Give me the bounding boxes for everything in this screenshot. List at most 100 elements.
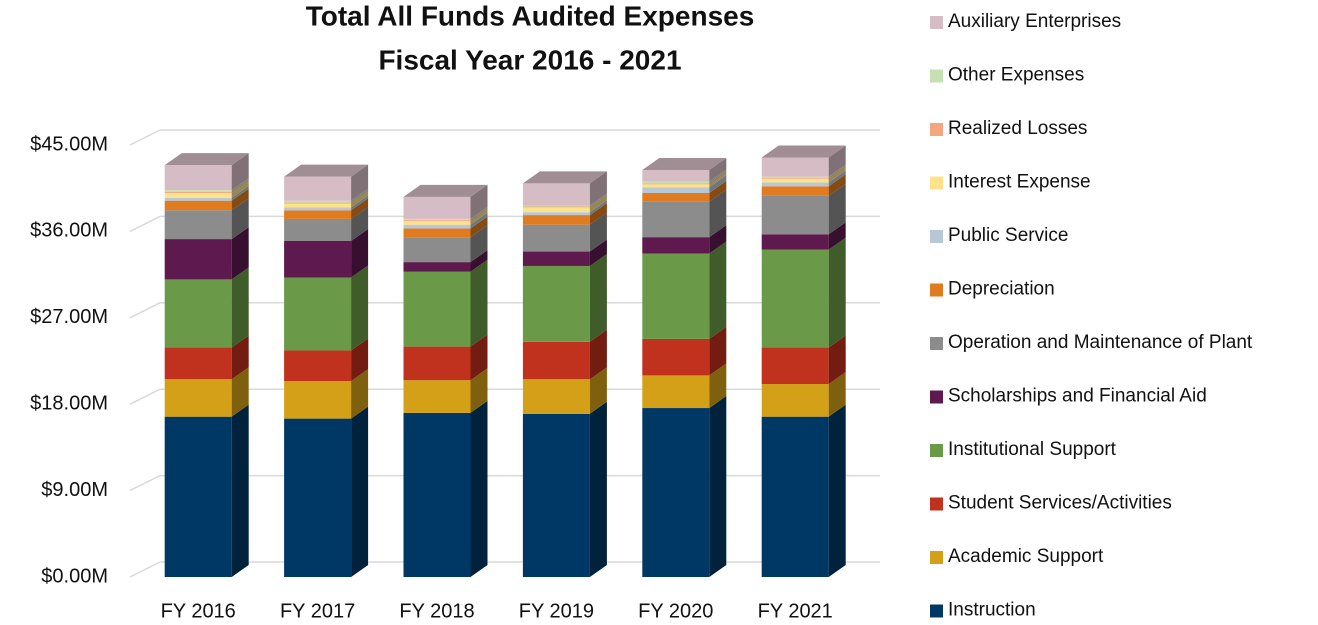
- legend-label: Depreciation: [948, 279, 1055, 300]
- bar-segment: [642, 183, 710, 185]
- legend-label: Academic Support: [948, 546, 1104, 567]
- bar-segment: [403, 271, 471, 347]
- bar-segment: [522, 341, 590, 380]
- bar-side: [709, 181, 727, 202]
- legend-swatch: [930, 390, 943, 404]
- y-tick-label: $45.00M: [30, 133, 108, 155]
- bar-segment: [403, 380, 471, 413]
- bar-side: [351, 406, 369, 577]
- bar-segment: [403, 412, 471, 577]
- x-tick-label: FY 2018: [399, 600, 474, 622]
- legend-swatch: [930, 176, 943, 190]
- legend-label: Student Services/Activities: [948, 493, 1172, 514]
- legend-label: Realized Losses: [948, 118, 1087, 139]
- bar-side: [351, 369, 369, 419]
- bar-segment: [761, 416, 829, 577]
- bar-segment: [403, 196, 471, 219]
- bar-side: [351, 198, 369, 219]
- bar-side: [231, 180, 249, 193]
- bar-segment: [284, 203, 352, 208]
- bar-side: [351, 338, 369, 382]
- bar-side: [589, 401, 607, 577]
- bar-side: [351, 206, 369, 241]
- bar-segment: [284, 207, 352, 211]
- bar-side: [828, 170, 846, 187]
- bar-segment: [403, 237, 471, 263]
- bar-segment: [642, 201, 710, 238]
- bar-side: [828, 335, 846, 385]
- legend-swatch: [930, 497, 943, 511]
- bar-segment: [761, 157, 829, 177]
- legend-label: Public Service: [948, 225, 1068, 246]
- bar-side: [231, 181, 249, 198]
- y-tick-label: $18.00M: [30, 392, 108, 414]
- legend-label: Other Expenses: [948, 65, 1084, 86]
- legend-swatch: [930, 551, 943, 564]
- bar-segment: [164, 416, 232, 577]
- bar-segment: [403, 218, 471, 220]
- bar-segment: [761, 195, 829, 235]
- bar-side: [828, 237, 846, 348]
- bar-segment: [164, 279, 232, 348]
- legend-label: Institutional Support: [948, 439, 1117, 460]
- bar-side: [709, 175, 727, 193]
- bar-side: [470, 206, 488, 220]
- legend-label: Operation and Maintenance of Plant: [948, 332, 1253, 353]
- bar-segment: [403, 228, 471, 238]
- bar-segment: [522, 206, 590, 208]
- bar-segment: [522, 265, 590, 342]
- legend-swatch: [930, 69, 943, 83]
- bar-segment: [761, 177, 829, 179]
- legend-swatch: [930, 444, 943, 457]
- bar-segment: [642, 184, 710, 188]
- bar-top: [522, 171, 607, 184]
- bar-segment: [164, 197, 232, 201]
- bar-segment: [284, 241, 352, 278]
- bar-top: [642, 157, 727, 170]
- bar-segment: [522, 413, 590, 577]
- bar-segment: [522, 215, 590, 225]
- bar-side: [828, 165, 846, 179]
- bar-side: [231, 404, 249, 577]
- bar-side: [828, 372, 846, 417]
- bar-side: [589, 193, 607, 207]
- bar-segment: [403, 224, 471, 229]
- bar-side: [231, 153, 249, 191]
- bar-segment: [284, 381, 352, 419]
- bar-side: [709, 326, 727, 376]
- bar-top: [284, 164, 369, 177]
- bar-top: [164, 153, 249, 166]
- bar-segment: [164, 347, 232, 380]
- bar-side: [231, 185, 249, 201]
- bar-side: [828, 145, 846, 177]
- bar-top: [403, 184, 488, 197]
- bar-segment: [522, 183, 590, 206]
- chart-subtitle: Fiscal Year 2016 - 2021: [378, 44, 681, 75]
- bar-side: [470, 259, 488, 347]
- bar-segment: [403, 220, 471, 225]
- bar-side: [231, 227, 249, 280]
- bar-segment: [761, 347, 829, 385]
- legend-label: Interest Expense: [948, 172, 1091, 193]
- bar-side: [709, 363, 727, 409]
- bar-segment: [522, 224, 590, 252]
- bar-segment: [164, 190, 232, 193]
- y-tick-label: $36.00M: [30, 220, 108, 242]
- bar-segment: [642, 169, 710, 182]
- bar-side: [351, 229, 369, 278]
- bar-segment: [642, 338, 710, 376]
- bar-segment: [164, 193, 232, 198]
- bar-segment: [284, 202, 352, 204]
- bar-segment: [164, 165, 232, 191]
- bar-side: [589, 329, 607, 380]
- bar-segment: [403, 219, 471, 221]
- bar-segment: [164, 239, 232, 280]
- grid-line: [129, 302, 880, 319]
- grid-line: [129, 474, 880, 492]
- bar-side: [470, 208, 488, 225]
- bar-segment: [761, 178, 829, 183]
- bar-side: [351, 195, 369, 211]
- bar-side: [709, 157, 727, 182]
- bar-side: [470, 250, 488, 272]
